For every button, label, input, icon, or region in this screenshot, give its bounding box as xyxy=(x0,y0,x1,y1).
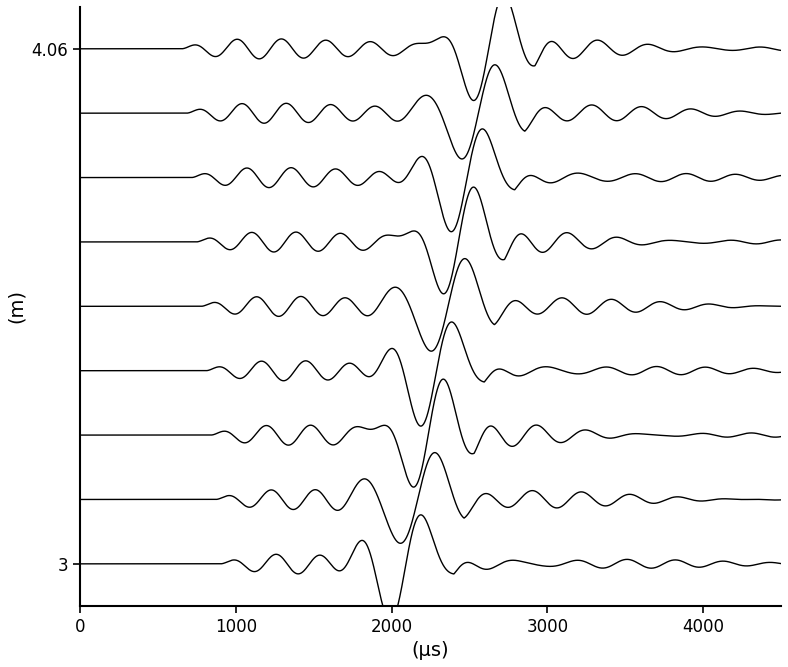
Y-axis label: (m): (m) xyxy=(7,289,26,323)
X-axis label: (μs): (μs) xyxy=(412,641,449,660)
